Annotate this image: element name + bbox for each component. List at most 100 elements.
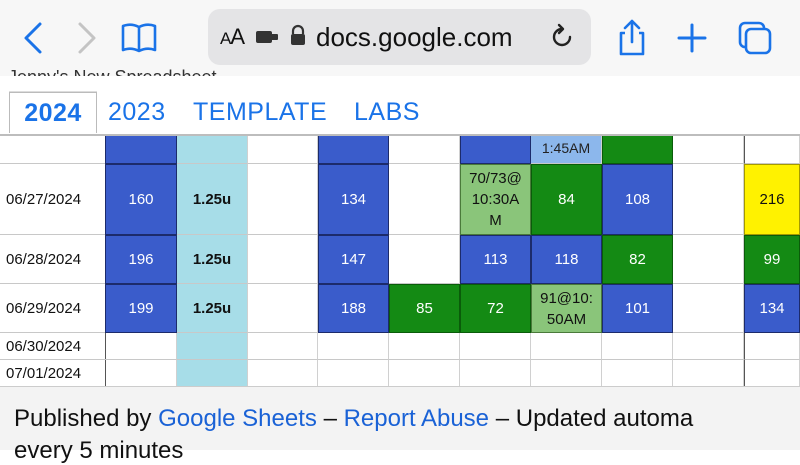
value-cell[interactable] [177, 360, 248, 386]
extension-icon[interactable] [256, 27, 278, 47]
tab-2023[interactable]: 2023 [108, 98, 166, 126]
value-cell[interactable] [389, 136, 460, 164]
plus-icon [677, 23, 707, 53]
value-cell[interactable]: 84 [531, 164, 602, 235]
value-cell[interactable] [460, 333, 531, 360]
value-cell[interactable]: 85 [389, 284, 460, 333]
text-size-button[interactable]: AA [220, 24, 245, 49]
browser-toolbar: AA docs.google.com [0, 0, 800, 76]
value-cell[interactable] [248, 235, 318, 284]
value-cell[interactable] [531, 360, 602, 386]
date-cell[interactable]: 07/01/2024 [0, 360, 106, 386]
value-cell[interactable] [602, 360, 673, 386]
url-text: docs.google.com [316, 22, 513, 52]
value-cell[interactable] [673, 284, 744, 333]
value-cell[interactable] [318, 360, 389, 386]
value-cell[interactable]: 101 [602, 284, 673, 333]
sheet-title: Jenny's New Spreadsheet [8, 60, 217, 76]
value-cell[interactable]: 199 [105, 284, 177, 333]
value-cell[interactable] [602, 333, 673, 360]
date-cell[interactable] [0, 136, 106, 164]
value-cell[interactable] [673, 136, 744, 164]
value-cell[interactable] [744, 360, 800, 386]
lock-icon [291, 24, 305, 45]
value-cell[interactable]: 134 [318, 164, 389, 235]
value-cell[interactable]: 108 [602, 164, 673, 235]
published-by-text: Published by [14, 405, 152, 432]
updated-text: Updated automa [515, 405, 694, 432]
value-cell[interactable] [673, 360, 744, 386]
value-cell[interactable] [673, 164, 744, 235]
tab-labs[interactable]: LABS [354, 98, 420, 126]
value-cell[interactable]: 196 [105, 235, 177, 284]
share-icon [619, 19, 645, 56]
value-cell[interactable]: 160 [105, 164, 177, 235]
value-cell[interactable]: 72 [460, 284, 531, 333]
footer-dash: – [323, 405, 337, 432]
value-cell[interactable] [105, 360, 177, 386]
value-cell[interactable] [105, 333, 177, 360]
cell-text: 1:45AM [541, 140, 591, 156]
tab-divider [0, 134, 800, 136]
report-abuse-link[interactable]: Report Abuse [343, 405, 490, 432]
reload-icon[interactable] [548, 23, 576, 51]
value-cell[interactable] [389, 235, 460, 284]
value-cell[interactable]: 91@10: 50AM [531, 284, 602, 333]
tab-template[interactable]: TEMPLATE [193, 98, 328, 126]
chevron-right-icon [78, 22, 96, 54]
value-cell[interactable]: 82 [602, 235, 673, 284]
value-cell[interactable] [248, 284, 318, 333]
value-cell[interactable]: 99 [744, 235, 800, 284]
value-cell[interactable]: 1.25u [177, 164, 248, 235]
value-cell[interactable] [389, 333, 460, 360]
value-cell[interactable] [177, 136, 248, 164]
value-cell[interactable]: 216 [744, 164, 800, 235]
value-cell[interactable]: 147 [318, 235, 389, 284]
value-cell[interactable] [248, 136, 318, 164]
value-cell[interactable]: 188 [318, 284, 389, 333]
value-cell[interactable]: 113 [460, 235, 531, 284]
forward-button[interactable] [66, 18, 106, 58]
publish-footer: Published by Google Sheets – Report Abus… [0, 386, 800, 464]
value-cell[interactable] [460, 360, 531, 386]
value-cell[interactable] [389, 360, 460, 386]
value-cell[interactable] [318, 136, 389, 164]
chevron-left-icon [24, 22, 42, 54]
bookmarks-button[interactable] [119, 18, 159, 58]
tabs-button[interactable] [735, 18, 775, 58]
value-cell[interactable] [318, 333, 389, 360]
value-cell[interactable] [177, 333, 248, 360]
date-cell[interactable]: 06/27/2024 [0, 164, 106, 235]
book-icon [121, 23, 157, 53]
value-cell[interactable]: 70/73@ 10:30A M [460, 164, 531, 235]
new-tab-button[interactable] [672, 18, 712, 58]
tab-2024[interactable]: 2024 [9, 92, 97, 133]
value-cell[interactable] [673, 235, 744, 284]
value-cell[interactable] [248, 333, 318, 360]
value-cell[interactable] [673, 333, 744, 360]
value-cell[interactable] [105, 136, 177, 164]
value-cell[interactable] [744, 136, 800, 164]
value-cell[interactable] [744, 333, 800, 360]
footer-text: Published by Google Sheets – Report Abus… [14, 405, 693, 433]
date-cell[interactable]: 06/30/2024 [0, 333, 106, 360]
address-bar[interactable]: AA docs.google.com [208, 9, 591, 65]
value-cell[interactable] [248, 360, 318, 386]
value-cell[interactable] [248, 164, 318, 235]
footer-text-line2: every 5 minutes [14, 437, 184, 464]
value-cell[interactable]: 1:45AM [531, 136, 602, 164]
back-button[interactable] [14, 18, 54, 58]
value-cell[interactable] [602, 136, 673, 164]
value-cell[interactable] [531, 333, 602, 360]
google-sheets-link[interactable]: Google Sheets [158, 405, 317, 432]
value-cell[interactable]: 118 [531, 235, 602, 284]
share-button[interactable] [612, 18, 652, 58]
value-cell[interactable]: 1.25u [177, 235, 248, 284]
spreadsheet-grid: 1:45AM 06/27/2024 160 1.25u 134 70/73@ 1… [0, 136, 800, 386]
value-cell[interactable] [389, 164, 460, 235]
date-cell[interactable]: 06/28/2024 [0, 235, 106, 284]
value-cell[interactable]: 134 [744, 284, 800, 333]
date-cell[interactable]: 06/29/2024 [0, 284, 106, 333]
value-cell[interactable] [460, 136, 531, 164]
value-cell[interactable]: 1.25u [177, 284, 248, 333]
